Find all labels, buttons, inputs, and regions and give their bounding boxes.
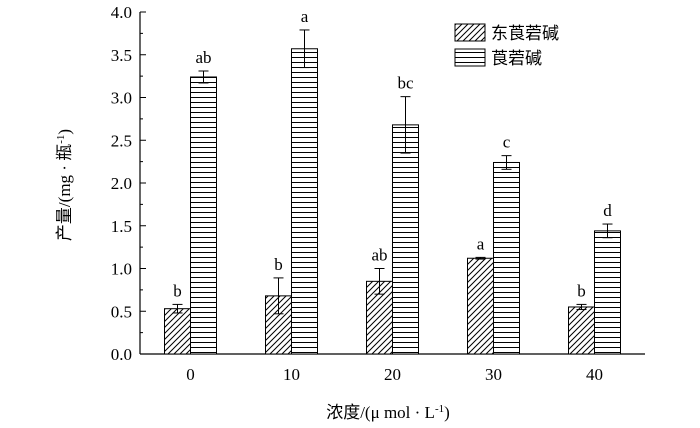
bar [493,161,520,355]
y-tick-label: 2.5 [111,131,132,150]
significance-label: d [603,201,612,220]
bar [164,308,191,355]
legend-swatch [454,23,486,42]
bar [265,295,292,355]
bar [392,124,419,355]
y-tick-label: 0.5 [111,302,132,321]
bar [594,230,621,355]
bar [568,306,595,355]
y-tick-label: 4.0 [111,3,132,22]
x-axis-label: 浓度/(μ mol · L-1) [326,403,450,422]
legend-label: 东莨菪碱 [491,24,559,44]
significance-label: c [503,133,511,152]
y-tick-label: 0.0 [111,345,132,364]
bar [467,257,494,355]
legend-swatch [454,48,486,67]
x-tick-label: 10 [283,365,300,384]
significance-label: b [274,255,283,274]
x-tick-label: 0 [186,365,195,384]
bars: b ab b a ab bc a c b d [164,7,621,355]
y-tick-label: 3.5 [111,46,132,65]
x-tick-label: 40 [586,365,603,384]
significance-label: a [477,234,485,253]
y-axis-label: 产量/(mg · 瓶-1) [55,129,74,241]
axes: 0.0 0.5 1.0 1.5 2.0 2.5 3.0 3.5 4.0 0 10 20 30 40 [111,3,645,384]
y-tick-label: 1.5 [111,217,132,236]
significance-label: ab [195,48,211,67]
bar [291,48,318,355]
significance-label: b [173,281,182,300]
legend-label: 莨菪碱 [491,49,542,69]
significance-label: b [577,281,586,300]
x-tick-label: 20 [384,365,401,384]
y-tick-label: 2.0 [111,174,132,193]
bar [190,76,217,355]
significance-label: ab [371,246,387,265]
y-tick-label: 1.0 [111,260,132,279]
x-tick-label: 30 [485,365,502,384]
y-tick-label: 3.0 [111,89,132,108]
significance-label: a [301,7,309,26]
significance-label: bc [397,74,414,93]
